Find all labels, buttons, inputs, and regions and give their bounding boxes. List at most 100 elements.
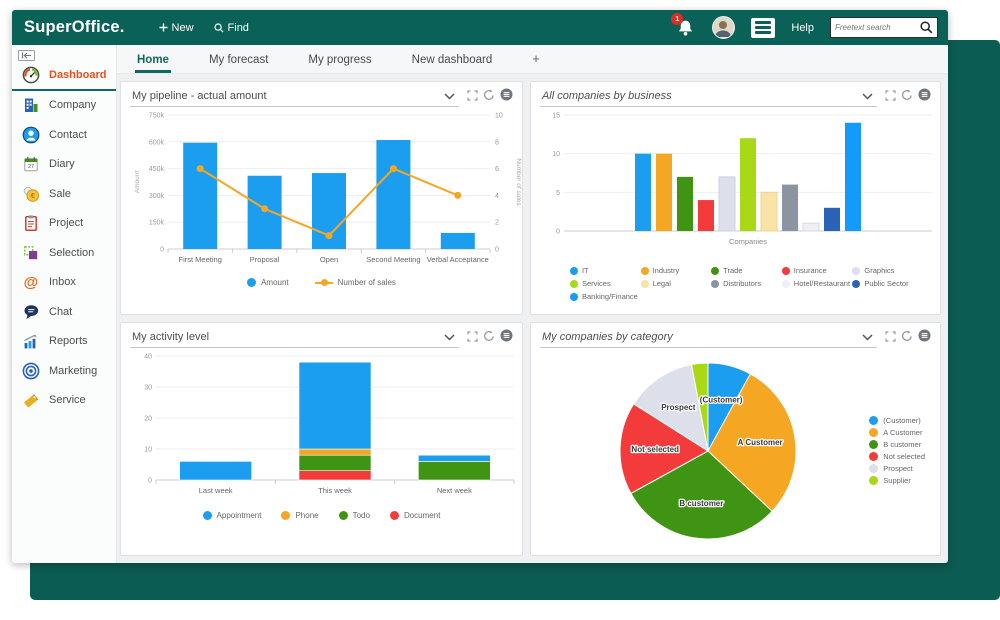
add-dashboard-tab[interactable]: +	[532, 51, 540, 66]
collapse-sidebar-icon[interactable]	[18, 49, 35, 61]
sidebar-item-chat[interactable]: Chat	[12, 297, 116, 327]
pipeline-chart: 0 150k 300k 450k 600k 750k 0 2 4 6 8 10 Amount Number…	[130, 107, 522, 312]
panel-title: My pipeline - actual amount	[132, 89, 267, 102]
sidebar-item-label: Service	[49, 394, 86, 407]
panel-menu-icon[interactable]	[500, 329, 513, 347]
chevron-down-icon[interactable]	[444, 87, 455, 105]
svg-text:First Meeting: First Meeting	[179, 255, 222, 264]
svg-text:30: 30	[144, 385, 152, 392]
maximize-icon[interactable]	[467, 329, 478, 347]
new-label: New	[171, 21, 194, 34]
svg-text:Prospect: Prospect	[661, 402, 696, 411]
avatar[interactable]	[712, 16, 736, 39]
legend-item: Document	[389, 511, 440, 520]
new-menu[interactable]: New	[159, 22, 194, 34]
dashboard-grid: My pipeline - actual amount 0 150k 300k 450…	[117, 74, 948, 563]
app-header: SuperOffice. New Find 1	[12, 10, 948, 45]
svg-text:A Customer: A Customer	[738, 438, 783, 447]
tab-home[interactable]: Home	[135, 48, 171, 73]
sidebar-item-company[interactable]: Company	[12, 91, 116, 121]
sidebar-item-label: Contact	[49, 128, 87, 141]
panel-menu-icon[interactable]	[918, 329, 931, 347]
svg-text:Not selected: Not selected	[631, 444, 679, 453]
find-menu[interactable]: Find	[213, 21, 249, 34]
maximize-icon[interactable]	[467, 88, 478, 106]
tab-my-forecast[interactable]: My forecast	[208, 54, 269, 66]
chevron-down-icon[interactable]	[444, 328, 455, 346]
company-icon	[22, 96, 40, 114]
svg-text:4: 4	[495, 193, 499, 200]
contact-icon	[22, 126, 40, 144]
header-nav: New Find	[159, 22, 249, 34]
sidebar-item-contact[interactable]: Contact	[12, 120, 116, 150]
business-legend: IT Services Banking/Finance Industry Legal Tr…	[540, 262, 931, 303]
legend-item: Services	[569, 277, 641, 290]
panel-menu-icon[interactable]	[918, 88, 931, 106]
panel-companies-by-category: My companies by category (Customer) A Cus…	[529, 322, 941, 556]
tab-new-dashboard[interactable]: New dashboard	[411, 54, 493, 66]
panel-menu-icon[interactable]	[500, 88, 513, 106]
sidebar-item-label: Selection	[49, 246, 95, 259]
marketing-target-icon	[22, 362, 40, 380]
legend-item: Graphics	[852, 264, 923, 277]
chevron-down-icon[interactable]	[862, 87, 873, 105]
maximize-icon[interactable]	[885, 329, 896, 347]
find-label: Find	[227, 21, 249, 34]
panel-companies-by-business: All companies by business 0 5 10 15 Companie…	[529, 81, 941, 315]
sidebar-item-label: Inbox	[49, 276, 76, 289]
svg-text:5: 5	[556, 190, 560, 197]
panel-title: All companies by business	[541, 89, 672, 102]
maximize-icon[interactable]	[885, 88, 896, 106]
sidebar-item-project[interactable]: Project	[12, 209, 116, 239]
sidebar-item-sale[interactable]: € Sale	[12, 179, 116, 209]
search-input[interactable]	[831, 23, 915, 32]
main-menu-button[interactable]	[751, 17, 776, 38]
svg-text:Number of sales: Number of sales	[515, 158, 522, 206]
sidebar-item-inbox[interactable]: @ Inbox	[12, 268, 116, 298]
sidebar-item-reports[interactable]: Reports	[12, 327, 116, 357]
refresh-icon[interactable]	[901, 88, 913, 106]
pipeline-legend: Amount Number of sales	[130, 278, 513, 287]
activity-level-chart: 0 10 20 30 40 Last week This week Next week Appo…	[130, 348, 515, 553]
svg-text:2: 2	[495, 220, 499, 227]
sidebar-item-dashboard[interactable]: Dashboard	[12, 61, 116, 91]
search-button[interactable]	[915, 18, 937, 37]
reports-chart-icon	[22, 332, 40, 350]
legend-item: B customer	[869, 440, 925, 449]
sidebar-item-selection[interactable]: Selection	[12, 238, 116, 268]
panel-activity-level: My activity level 0 10 20 30 40 Last week This…	[120, 322, 523, 556]
category-legend: (Customer) A Customer B customer Not select…	[869, 416, 931, 485]
svg-text:Last week: Last week	[199, 486, 233, 495]
sidebar-item-service[interactable]: Service	[12, 386, 116, 416]
sidebar-item-marketing[interactable]: Marketing	[12, 356, 116, 386]
legend-item: Hotel/Restaurant	[781, 277, 853, 290]
activity-legend: Appointment Phone Todo Document	[130, 511, 513, 520]
chevron-down-icon[interactable]	[862, 328, 873, 346]
dashboard-tabbar: Home My forecast My progress New dashboard +	[117, 45, 948, 74]
refresh-icon[interactable]	[483, 329, 495, 347]
svg-text:Proposal: Proposal	[250, 255, 280, 264]
service-ticket-icon	[22, 391, 40, 409]
svg-text:40: 40	[144, 354, 152, 361]
svg-text:8: 8	[495, 139, 499, 146]
svg-text:750k: 750k	[149, 113, 165, 120]
svg-text:10: 10	[552, 151, 560, 158]
svg-text:15: 15	[552, 113, 560, 120]
main-area: Home My forecast My progress New dashboard +…	[117, 45, 948, 563]
refresh-icon[interactable]	[901, 329, 913, 347]
sidebar-item-diary[interactable]: 27 Diary	[12, 150, 116, 180]
superoffice-logo: SuperOffice.	[24, 18, 125, 36]
sidebar-item-label: Diary	[49, 158, 75, 171]
tab-my-progress[interactable]: My progress	[308, 54, 372, 66]
app-window: SuperOffice. New Find 1	[12, 10, 948, 563]
help-link[interactable]: Help	[791, 21, 814, 34]
legend-item: Supplier	[869, 476, 925, 485]
notifications-button[interactable]: 1	[671, 12, 696, 38]
panel-my-pipeline: My pipeline - actual amount 0 150k 300k 450…	[120, 81, 523, 315]
refresh-icon[interactable]	[483, 88, 495, 106]
freetext-search	[830, 17, 938, 38]
legend-item: Todo	[338, 511, 370, 520]
legend-item: Banking/Finance	[569, 290, 641, 303]
sale-coins-icon: €	[22, 185, 40, 203]
